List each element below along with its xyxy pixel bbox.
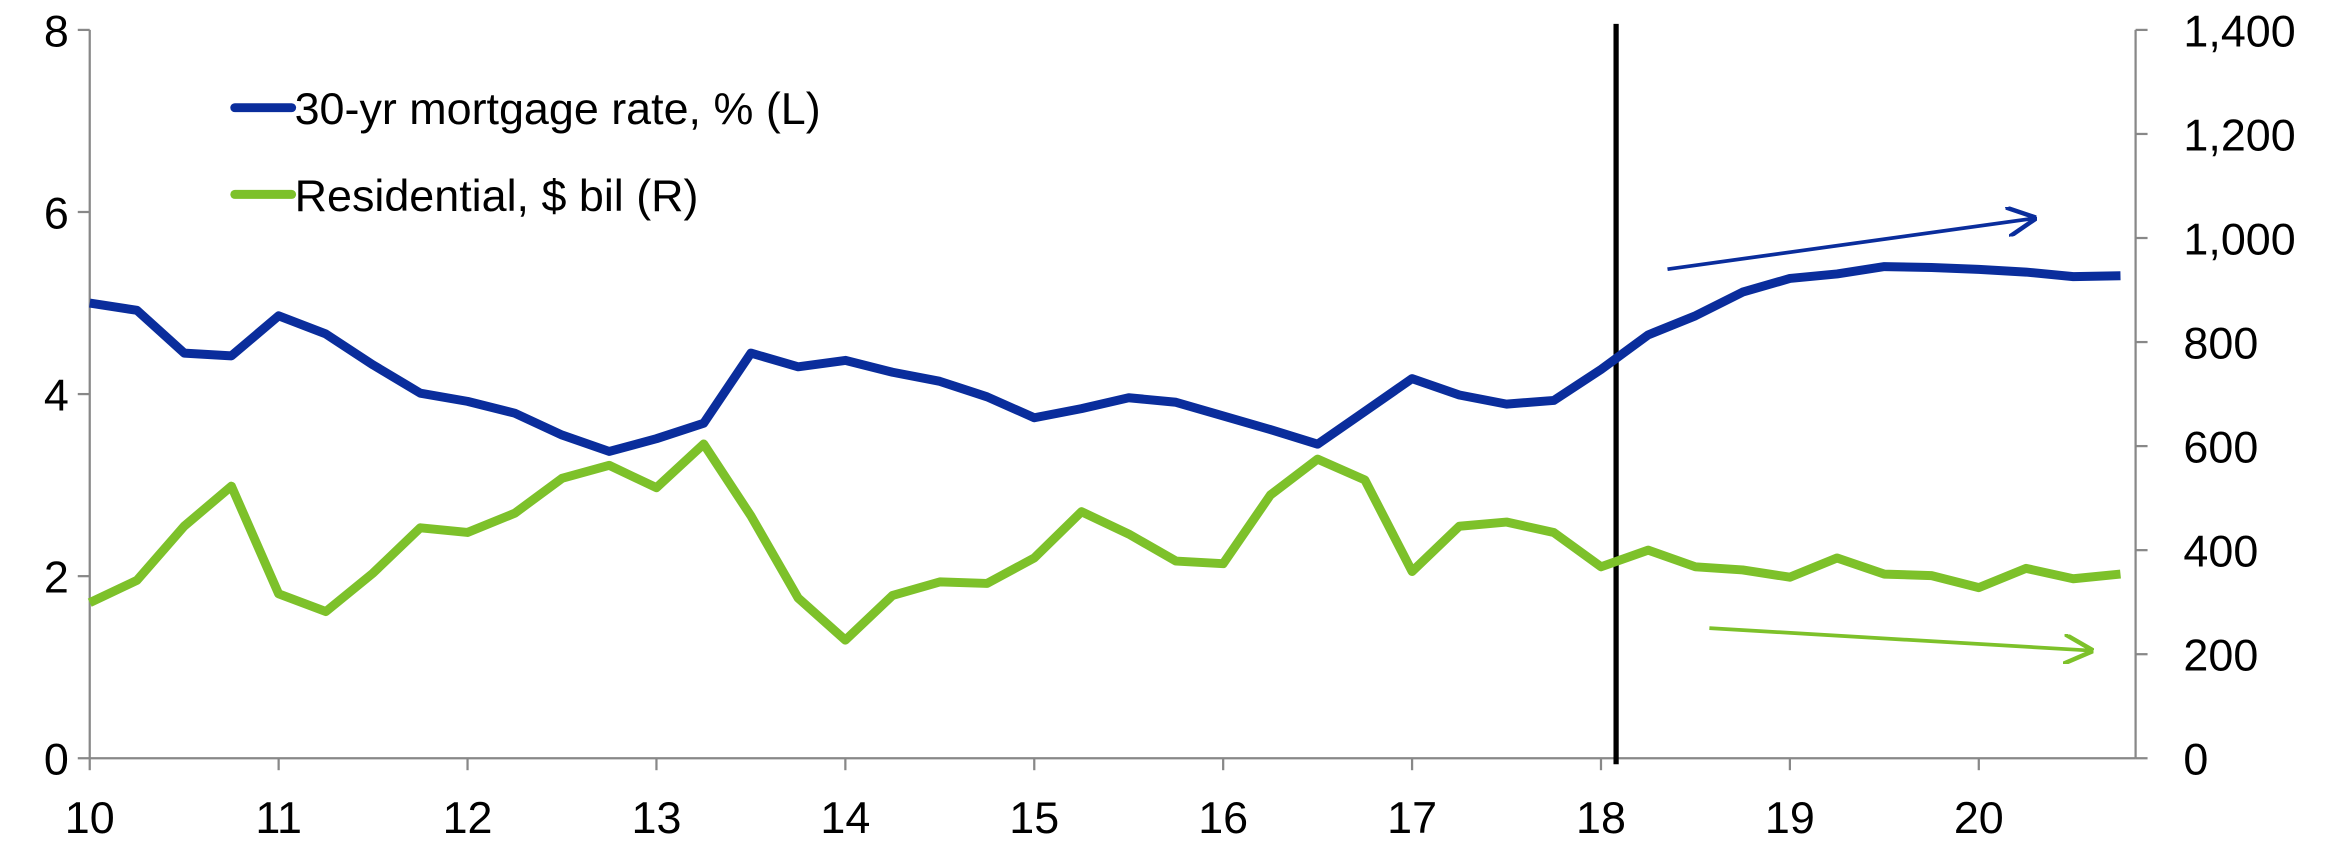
x-tick-label: 14 [820,792,870,842]
y2-tick-label: 400 [2183,526,2258,577]
x-tick-label: 19 [1765,792,1815,842]
legend-label: Residential, $ bil (R) [295,170,699,221]
line-series [87,439,2121,645]
line-series [89,262,2121,456]
y-tick-label: 2 [44,552,69,603]
x-tick-label: 11 [255,792,302,842]
y2-tick-label: 800 [2183,318,2258,369]
y2-tick-label: 600 [2183,422,2258,473]
x-tick-label: 12 [443,792,493,842]
x-tick-label: 15 [1009,792,1059,842]
y2-tick-label: 200 [2183,630,2258,681]
y2-tick-label: 1,400 [2183,5,2295,56]
x-tick-label: 10 [65,792,115,842]
y-tick-label: 8 [44,5,69,56]
trend-arrow [1667,218,2033,272]
x-tick-label: 20 [1954,792,2004,842]
trend-arrow [1709,626,2090,650]
x-tick-label: 17 [1387,792,1437,842]
legend-label: 30-yr mortgage rate, % (L) [295,83,821,134]
x-tick-label: 13 [631,792,681,842]
y-tick-label: 0 [44,734,69,785]
y-tick-label: 4 [44,370,69,421]
x-tick-label: 16 [1198,792,1248,842]
x-tick-label: 18 [1576,792,1626,842]
y-tick-label: 6 [44,187,69,238]
y2-tick-label: 0 [2183,734,2208,785]
y2-tick-label: 1,200 [2183,109,2295,160]
y2-tick-label: 1,000 [2183,213,2295,264]
